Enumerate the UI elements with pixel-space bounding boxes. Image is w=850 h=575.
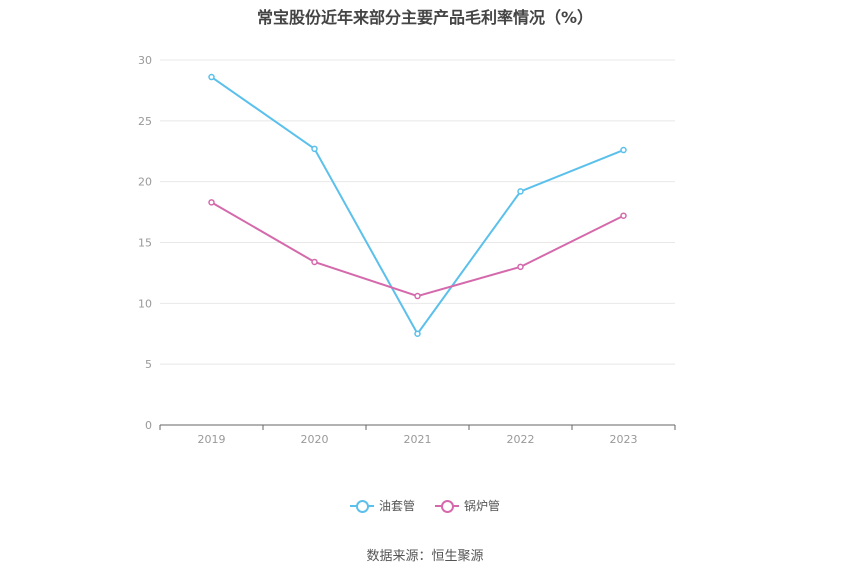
data-point-0 xyxy=(620,146,627,154)
y-tick-label: 5 xyxy=(145,358,152,371)
legend-label: 油套管 xyxy=(378,499,415,513)
gridlines xyxy=(160,59,675,365)
y-tick-label: 25 xyxy=(138,115,152,128)
series-line-1 xyxy=(210,201,624,298)
y-axis: 0 5 10 15 20 25 30 xyxy=(138,54,152,432)
y-tick-label: 0 xyxy=(145,419,152,432)
data-point-0 xyxy=(311,145,318,153)
data-point-0 xyxy=(517,188,524,195)
y-tick-label: 15 xyxy=(138,237,152,250)
x-axis: 2019 2020 2021 2022 2023 xyxy=(159,424,676,446)
data-source: 数据来源：恒生聚源 xyxy=(366,549,484,564)
chart-title: 常宝股份近年来部分主要产品毛利率情况（%） xyxy=(256,8,594,27)
legend-dot xyxy=(355,499,369,513)
x-tick-label: 2020 xyxy=(301,433,329,446)
legend-dot xyxy=(441,499,454,513)
legend-item-0[interactable]: 油套管 xyxy=(349,497,415,514)
legend-item-1[interactable]: 锅炉管 xyxy=(435,497,500,514)
data-point-1 xyxy=(208,199,215,206)
legend-marker-icon xyxy=(435,499,459,513)
data-point-1 xyxy=(414,292,421,300)
data-point-0 xyxy=(208,73,215,81)
legend-label: 锅炉管 xyxy=(464,499,501,513)
series-layer xyxy=(208,73,627,337)
data-point-1 xyxy=(311,258,318,266)
y-tick-label: 10 xyxy=(138,297,152,310)
y-tick-label: 30 xyxy=(138,54,152,67)
legend: 油套管 锅炉管 xyxy=(0,497,850,514)
x-tick-label: 2022 xyxy=(507,433,535,446)
x-tick-label: 2021 xyxy=(404,433,432,446)
data-point-0 xyxy=(414,330,421,337)
data-point-1 xyxy=(620,212,627,219)
data-point-1 xyxy=(517,263,524,271)
legend-marker-icon xyxy=(349,499,374,513)
y-tick-label: 20 xyxy=(138,176,152,189)
x-tick-label: 2019 xyxy=(198,433,226,446)
x-tick-label: 2023 xyxy=(610,433,638,446)
